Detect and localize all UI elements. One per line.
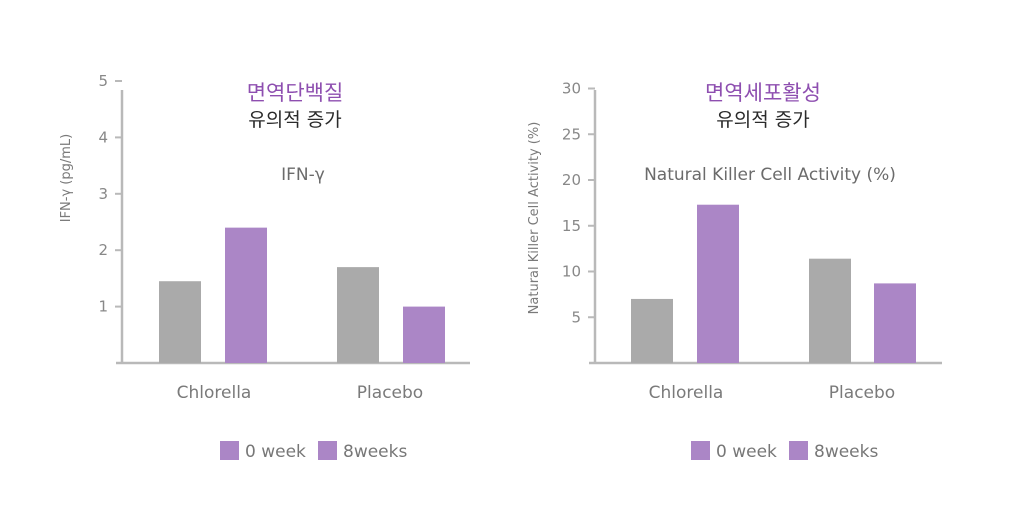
y-tick-label: 10: [562, 263, 581, 281]
bar-chlorella-week0: [159, 281, 201, 363]
y-tick-label: 4: [98, 128, 108, 146]
legend-swatch: [318, 441, 337, 460]
y-tick-label: 25: [562, 125, 581, 143]
y-tick-label: 30: [562, 80, 581, 98]
legend-label: 0 week: [245, 442, 306, 462]
legend-swatch: [220, 441, 239, 460]
y-tick-label: 5: [98, 72, 108, 90]
legend-label: 8weeks: [814, 442, 878, 462]
bar-chlorella-week0: [631, 298, 673, 363]
x-category-label: Placebo: [357, 383, 423, 403]
legend-label: 0 week: [716, 442, 777, 462]
x-category-label: Chlorella: [649, 383, 724, 403]
chart-subtitle: 유의적 증가: [716, 109, 809, 131]
y-tick-label: 1: [98, 298, 108, 316]
legend-swatch: [789, 441, 808, 460]
x-category-label: Chlorella: [177, 383, 252, 403]
y-tick-label: 2: [98, 241, 108, 259]
x-category-label: Placebo: [829, 383, 895, 403]
chart-annotation: Natural Killer Cell Activity (%): [644, 165, 896, 185]
bar-placebo-week8: [874, 283, 916, 363]
bar-placebo-week0: [809, 258, 851, 363]
y-tick-label: 20: [562, 171, 581, 189]
bar-placebo-week0: [337, 267, 379, 363]
y-tick-label: 15: [562, 217, 581, 235]
legend-swatch: [691, 441, 710, 460]
legend-label: 8weeks: [343, 442, 407, 462]
chart-title: 면역단백질: [247, 81, 344, 105]
y-axis-label: IFN-γ (pg/mL): [59, 134, 74, 223]
chart-title: 면역세포활성: [705, 81, 821, 105]
y-tick-label: 5: [571, 308, 581, 326]
chart-subtitle: 유의적 증가: [248, 109, 341, 131]
bar-placebo-week8: [403, 306, 445, 363]
y-tick-label: 3: [98, 185, 108, 203]
bar-chlorella-week8: [225, 227, 267, 363]
y-axis-label: Natural Killer Cell Activity (%): [527, 122, 542, 315]
chart-annotation: IFN-γ: [281, 165, 325, 185]
bar-chlorella-week8: [697, 204, 739, 363]
